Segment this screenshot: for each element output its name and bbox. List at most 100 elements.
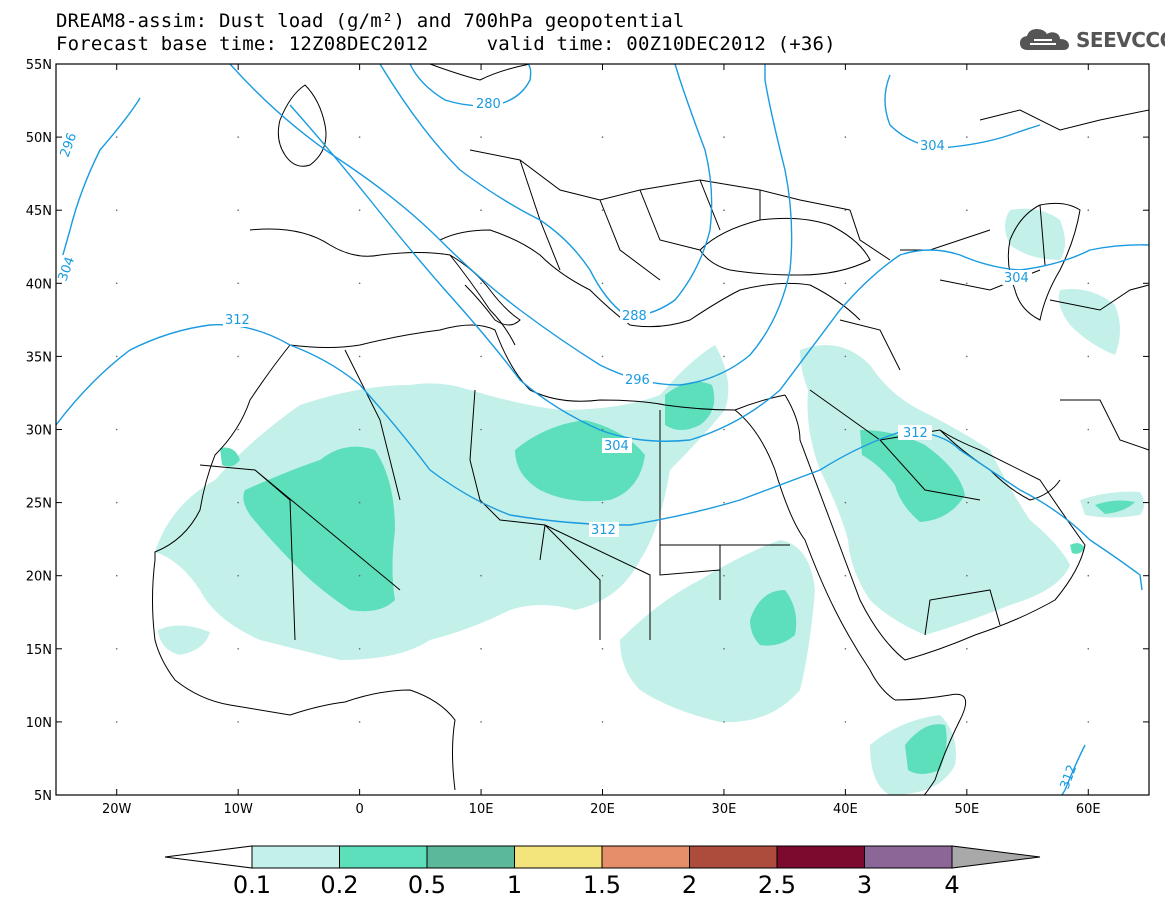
coastline-red-sea: [734, 409, 896, 701]
grid-dot: [966, 501, 968, 504]
coastline-britain: [277, 84, 327, 167]
grid-dot: [115, 574, 118, 577]
grid-dot: [723, 721, 725, 723]
contour-label: 304: [604, 439, 629, 454]
colorbar-swatch: [689, 845, 778, 869]
grid-dot: [844, 428, 847, 431]
grid-dot: [844, 209, 847, 211]
contour-label: 296: [625, 373, 650, 388]
grid-dot: [1087, 574, 1090, 577]
grid-dot: [237, 136, 239, 138]
colorbar-swatch: [601, 845, 690, 869]
grid-dot: [480, 428, 482, 431]
grid-dot: [601, 355, 604, 358]
grid-dot: [966, 136, 968, 138]
lat-label: 25N: [26, 497, 52, 512]
contour-label: 280: [476, 97, 501, 112]
grid-dot: [723, 428, 725, 431]
lat-label: 40N: [26, 277, 52, 292]
lon-label: 20E: [590, 802, 615, 817]
colorbar-tick-label: 2.5: [758, 871, 796, 899]
grid-dot: [1087, 428, 1090, 431]
grid-dot: [1087, 355, 1090, 358]
grid-dot: [115, 282, 118, 285]
lon-label: 30E: [712, 802, 737, 817]
grid-dot: [237, 721, 239, 723]
colorbar-tick-label: 0.2: [320, 871, 358, 899]
grid-dot: [480, 136, 482, 138]
lat-label: 45N: [26, 204, 52, 219]
grid-dot: [358, 209, 361, 211]
contour-label: 288: [622, 309, 647, 324]
grid-dots: [115, 136, 1090, 723]
colorbar-swatch: [426, 845, 515, 869]
grid-dot: [966, 209, 968, 211]
grid-dot: [601, 648, 604, 650]
contour-296-west: [56, 97, 141, 281]
contour-280: [409, 64, 532, 107]
seevccc-logo: SEEVCCC: [1018, 26, 1165, 54]
colorbar: 0.1 0.2 0.5 1 1.5 2 2.5 3 4: [164, 845, 1041, 899]
colorbar-tick-label: 4: [944, 871, 959, 899]
lat-label: 15N: [26, 643, 52, 658]
contour-304-northeast: [884, 74, 1041, 149]
latitude-axis: 55N 50N 45N 40N 35N 30N 25N 20N 15N 10N 5N: [26, 58, 1149, 804]
coastline-mediterranean-south: [289, 324, 786, 411]
grid-dot: [1087, 721, 1090, 723]
lon-label: 60E: [1076, 802, 1101, 817]
grid-dot: [115, 428, 118, 431]
grid-dot: [115, 721, 118, 723]
coastline-italy: [449, 254, 521, 326]
colorbar-tick-label: 1: [507, 871, 522, 899]
grid-dot: [1087, 648, 1090, 650]
grid-dot: [480, 355, 482, 358]
contour-296: [229, 64, 793, 386]
grid-dot: [237, 648, 239, 650]
grid-dot: [1087, 136, 1090, 138]
grid-dot: [115, 136, 118, 138]
grid-dot: [358, 648, 361, 650]
grid-dot: [1087, 501, 1090, 504]
border-lines-east: [979, 109, 1149, 451]
lon-label: 10W: [223, 802, 253, 817]
country-borders: [152, 64, 1149, 795]
coastline-black-sea: [699, 217, 871, 276]
grid-dot: [601, 574, 604, 577]
lon-label: 10E: [469, 802, 494, 817]
colorbar-tick-label: 0.1: [233, 871, 271, 899]
colorbar-swatch: [864, 845, 953, 869]
lat-label: 50N: [26, 131, 52, 146]
grid-dot: [237, 428, 239, 431]
grid-dot: [480, 282, 482, 285]
grid-dot: [844, 136, 847, 138]
colorbar-tick-label: 0.5: [408, 871, 446, 899]
grid-dot: [844, 721, 847, 723]
contour-312-southeast: [1061, 744, 1086, 795]
colorbar-swatch: [776, 845, 865, 869]
grid-dot: [358, 282, 361, 285]
grid-dot: [966, 648, 968, 650]
grid-dot: [358, 574, 361, 577]
contour-label: 312: [903, 426, 928, 441]
grid-dot: [601, 721, 604, 723]
lat-label: 55N: [26, 58, 52, 73]
dust-load-shading: [155, 208, 1144, 795]
grid-dot: [115, 209, 118, 211]
grid-dot: [1087, 209, 1090, 211]
contour-288: [379, 64, 713, 317]
lon-label: 0: [355, 802, 363, 817]
colorbar-swatch: [251, 845, 340, 869]
grid-dot: [480, 501, 482, 504]
forecast-time-subtitle: Forecast base time: 12Z08DEC2012 valid t…: [56, 33, 836, 55]
contour-label: 312: [591, 523, 616, 538]
border-lines-africa: [199, 349, 790, 641]
coastline-scandinavia: [429, 64, 531, 81]
grid-dot: [480, 648, 482, 650]
lat-label: 10N: [26, 716, 52, 731]
contour-label: 312: [1058, 763, 1081, 791]
grid-dot: [480, 209, 482, 211]
lat-label: 30N: [26, 424, 52, 439]
grid-dot: [844, 282, 847, 285]
map-title: DREAM8-assim: Dust load (g/m²) and 700hP…: [56, 10, 685, 32]
grid-dot: [966, 721, 968, 723]
